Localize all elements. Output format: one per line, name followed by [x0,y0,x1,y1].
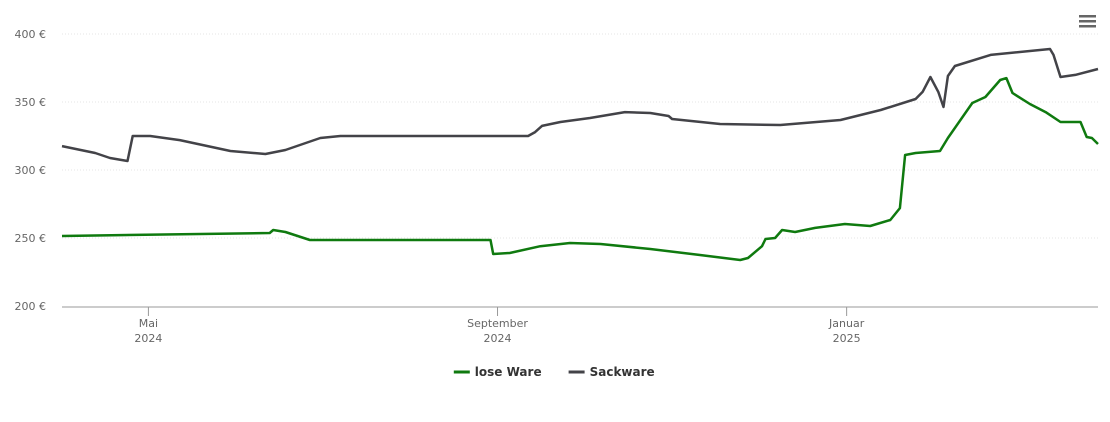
y-tick-label: 350 € [15,96,47,109]
legend: lose Ware Sackware [453,365,655,379]
menu-bar [1079,25,1096,28]
y-tick-label: 200 € [15,300,47,313]
legend-label: lose Ware [475,365,542,379]
y-tick-label: 250 € [15,232,47,245]
x-tick-label: Januar 2025 [828,317,865,345]
x-tick-label: September 2024 [467,317,528,345]
legend-label: Sackware [590,365,655,379]
series-line [61,76,1099,262]
x-tick-label: Mai 2024 [134,317,162,345]
menu-bar [1079,20,1096,23]
series-line [61,47,1099,163]
y-tick-label: 400 € [15,28,47,41]
legend-item[interactable]: Sackware [568,365,655,379]
menu-bar [1079,15,1096,18]
menu-icon[interactable] [1079,15,1096,28]
y-tick-label: 300 € [15,164,47,177]
legend-item[interactable]: lose Ware [453,365,542,379]
